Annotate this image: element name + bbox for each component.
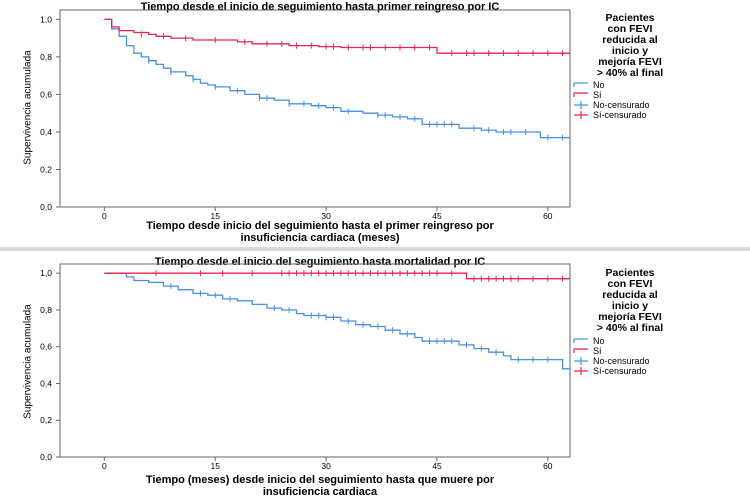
series-step-line-si [104, 18, 570, 54]
y-tick-label: 0,8 [40, 52, 52, 62]
x-tick-label: 30 [321, 211, 331, 220]
y-tick-label: 1,0 [40, 268, 52, 278]
legend-swatch-no-censored [574, 101, 588, 109]
legend: No Sí No-censurado Sí-censurado [573, 336, 650, 376]
legend-title-line: Pacientes [605, 12, 655, 24]
x-axis-label-line: insuficiencia cardiaca (meses) [240, 232, 400, 244]
legend-label: No [593, 336, 605, 346]
x-axis-label-line: Tiempo (meses) desde inicio del seguimie… [145, 474, 495, 486]
legend-item-no-censurado: No-censurado [573, 100, 650, 110]
chart-title: Tiempo desde el inicio del seguimiento h… [154, 256, 486, 268]
legend-item-si: Sí [573, 346, 650, 356]
legend-title-line: mejoría FEVI [598, 56, 662, 68]
legend-item-si-censurado: Sí-censurado [573, 110, 650, 120]
y-tick-label: 0,0 [40, 202, 52, 212]
legend-title-line: con FEVI [607, 278, 653, 290]
reingreso-chart-panel: Tiempo desde el inicio de seguimiento ha… [0, 0, 750, 246]
legend-item-si-censurado: Sí-censurado [573, 366, 650, 376]
legend-label: Sí-censurado [593, 366, 647, 376]
legend-title-line: > 40% al final [596, 67, 664, 79]
x-tick-label: 15 [210, 211, 220, 220]
legend-label: No-censurado [593, 356, 650, 366]
legend-title-line: mejoría FEVI [598, 311, 662, 323]
x-tick-label: 60 [543, 461, 553, 471]
legend-title-line: inicio y [611, 300, 649, 312]
series-step-line-si [104, 272, 570, 280]
legend: No Sí No-censurado Sí-censurado [573, 80, 650, 120]
y-tick-label: 0,0 [40, 452, 52, 462]
legend-swatch-si-step [573, 348, 588, 353]
km-plot-mortalidad: 0,0 0,2 0,4 0,6 0,8 1,0 0 15 30 45 60 [40, 263, 571, 471]
x-tick-label: 60 [543, 211, 553, 220]
y-tick-label: 0,2 [40, 415, 52, 425]
x-tick-label: 45 [432, 461, 442, 471]
mortalidad-chart-panel: Tiempo desde el inicio del seguimiento h… [0, 252, 750, 500]
legend-swatch-no-step [573, 82, 588, 87]
x-axis-label: Tiempo (meses) desde inicio del seguimie… [60, 474, 580, 498]
x-tick-label: 45 [432, 211, 442, 220]
panel-divider [0, 247, 750, 251]
x-axis-label-line: insuficiencia cardiaca [262, 486, 378, 498]
y-tick-label: 0,8 [40, 305, 52, 315]
y-tick-label: 0,6 [40, 342, 52, 352]
legend-title-line: > 40% al final [596, 322, 664, 334]
legend-label: No [593, 80, 605, 90]
legend-label: Sí [593, 346, 602, 356]
legend-title: Pacientes con FEVI reducida al inicio y … [580, 268, 680, 334]
legend-title-line: inicio y [611, 45, 649, 57]
y-tick-label: 1,0 [40, 14, 52, 24]
legend-title-line: con FEVI [607, 23, 653, 35]
x-tick-label: 15 [210, 461, 220, 471]
x-tick-label: 30 [321, 461, 331, 471]
y-tick-label: 0,4 [40, 127, 52, 137]
y-tick-label: 0,2 [40, 164, 52, 174]
legend-swatch-si-censored [574, 367, 588, 375]
legend-swatch-si-censored [574, 111, 588, 119]
legend-title: Pacientes con FEVI reducida al inicio y … [580, 13, 680, 79]
legend-label: Sí [593, 90, 602, 100]
legend-swatch-no-step [573, 338, 588, 343]
legend-item-no-censurado: No-censurado [573, 356, 650, 366]
km-plot-reingreso: 0,0 0,2 0,4 0,6 0,8 1,0 0 15 30 45 60 [40, 9, 571, 220]
legend-item-si: Sí [573, 90, 650, 100]
legend-item-no: No [573, 336, 650, 346]
y-tick-label: 0,6 [40, 89, 52, 99]
x-axis-label-line: Tiempo desde inicio del seguimiento hast… [146, 220, 494, 232]
x-axis-label: Tiempo desde inicio del seguimiento hast… [60, 220, 580, 244]
series-step-line-no [104, 18, 570, 139]
plot-frame [59, 9, 571, 208]
legend-title-line: reducida al [602, 289, 658, 301]
legend-item-no: No [573, 80, 650, 90]
x-tick-label: 0 [102, 211, 107, 220]
legend-title-line: Pacientes [605, 267, 655, 279]
legend-swatch-no-censored [574, 357, 588, 365]
plot-frame [59, 263, 571, 458]
legend-swatch-si-step [573, 92, 588, 97]
legend-title-line: reducida al [602, 34, 658, 46]
legend-label: Sí-censurado [593, 110, 647, 120]
y-tick-label: 0,4 [40, 378, 52, 388]
series-step-line-no [104, 272, 570, 370]
legend-label: No-censurado [593, 100, 650, 110]
x-tick-label: 0 [102, 461, 107, 471]
